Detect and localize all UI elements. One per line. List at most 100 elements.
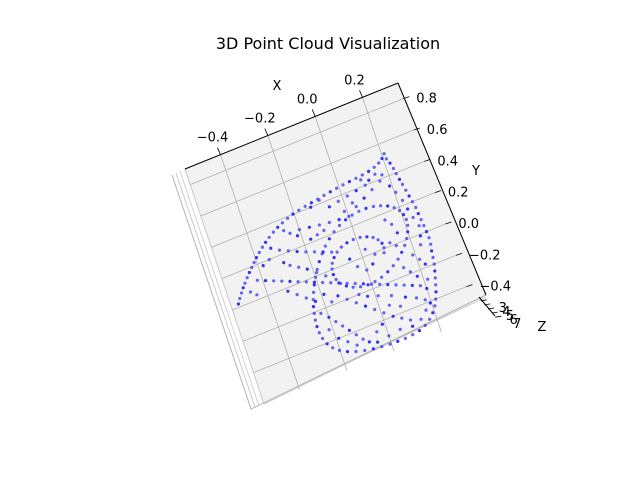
- data-point: [371, 347, 375, 351]
- data-point: [336, 199, 340, 203]
- z-tick-label: 3: [499, 301, 507, 316]
- data-point: [282, 229, 286, 233]
- data-point: [366, 294, 370, 298]
- data-point: [267, 258, 271, 262]
- data-point: [397, 177, 402, 181]
- data-point: [404, 217, 408, 222]
- data-point: [425, 286, 429, 291]
- data-point: [422, 224, 426, 228]
- data-point: [414, 296, 419, 300]
- data-point: [328, 190, 332, 194]
- data-point: [312, 290, 316, 294]
- data-point: [248, 290, 253, 294]
- data-point: [346, 340, 350, 344]
- data-point: [309, 237, 313, 241]
- data-point: [429, 242, 433, 246]
- data-point: [315, 233, 319, 237]
- data-point: [369, 282, 374, 286]
- x-grid-line: [314, 116, 395, 352]
- data-point: [341, 324, 345, 328]
- data-point: [313, 275, 318, 279]
- data-point: [356, 265, 360, 269]
- data-point: [361, 282, 365, 286]
- data-point: [296, 280, 300, 284]
- data-point: [394, 283, 398, 287]
- data-point: [411, 253, 415, 257]
- data-point: [419, 317, 423, 321]
- x-axis-label: X: [273, 79, 282, 94]
- plot-3d-axes[interactable]: −0.4 −0.2 0.0 0.2 0.8 0.6 0.4 0.2 0.0 −0.2 −0.4 3…: [171, 73, 547, 410]
- data-point: [334, 277, 338, 282]
- data-point: [397, 208, 402, 213]
- data-point: [348, 257, 352, 261]
- data-point: [424, 230, 429, 234]
- scatter-points: [236, 152, 438, 354]
- y-tick-label: −0.4: [479, 280, 511, 295]
- data-point: [327, 328, 331, 332]
- data-point: [280, 221, 284, 225]
- data-point: [417, 329, 421, 333]
- data-point: [382, 246, 386, 250]
- data-point: [375, 330, 379, 334]
- data-point: [418, 284, 422, 288]
- z-pane-edge: [175, 172, 487, 408]
- data-point: [315, 325, 319, 329]
- data-point: [386, 283, 390, 287]
- data-point: [322, 193, 326, 197]
- y-grid-line: [200, 129, 414, 217]
- data-point: [408, 270, 412, 274]
- data-point: [334, 320, 338, 324]
- data-point: [433, 276, 437, 280]
- data-point: [400, 198, 405, 202]
- data-point: [330, 300, 334, 304]
- data-point: [288, 231, 292, 235]
- data-point: [382, 152, 386, 156]
- data-point: [406, 230, 410, 234]
- data-point: [377, 161, 381, 165]
- data-point: [350, 201, 354, 205]
- data-point: [376, 238, 380, 242]
- x-grid-line: [220, 154, 300, 390]
- data-point: [236, 302, 240, 306]
- data-point: [336, 294, 340, 298]
- data-point: [312, 283, 316, 287]
- data-point: [245, 276, 249, 280]
- data-point: [272, 279, 276, 283]
- data-point: [396, 339, 400, 343]
- y-tick-label: 0.8: [416, 92, 437, 107]
- data-point: [403, 336, 407, 340]
- data-point: [411, 215, 415, 220]
- data-point: [309, 201, 313, 205]
- data-point: [430, 249, 434, 253]
- data-point: [330, 261, 334, 265]
- data-point: [321, 250, 325, 254]
- x-tick-mark: [359, 90, 363, 98]
- data-point: [255, 293, 259, 297]
- data-point: [335, 250, 339, 254]
- data-point: [363, 304, 368, 308]
- z-tick-mark: [480, 299, 487, 302]
- z-tick-mark: [491, 311, 498, 314]
- data-point: [380, 322, 384, 326]
- z-tick-label: 5: [506, 309, 514, 324]
- data-point: [295, 249, 299, 254]
- data-point: [351, 285, 355, 289]
- x-tick-label: 0.2: [344, 73, 365, 88]
- data-point: [350, 213, 354, 217]
- data-point: [327, 220, 331, 225]
- data-point: [286, 249, 290, 253]
- data-point: [408, 318, 413, 322]
- data-point: [373, 307, 377, 312]
- data-point: [379, 204, 383, 208]
- data-point: [332, 230, 336, 234]
- data-point: [380, 173, 384, 177]
- data-point: [297, 208, 301, 212]
- data-point: [403, 295, 408, 299]
- z-tick-mark: [487, 307, 495, 310]
- data-point: [354, 205, 358, 209]
- x-tick-label: −0.2: [244, 112, 276, 127]
- data-point: [286, 289, 290, 293]
- data-point: [330, 250, 334, 254]
- data-point: [331, 346, 335, 350]
- data-point: [345, 241, 349, 245]
